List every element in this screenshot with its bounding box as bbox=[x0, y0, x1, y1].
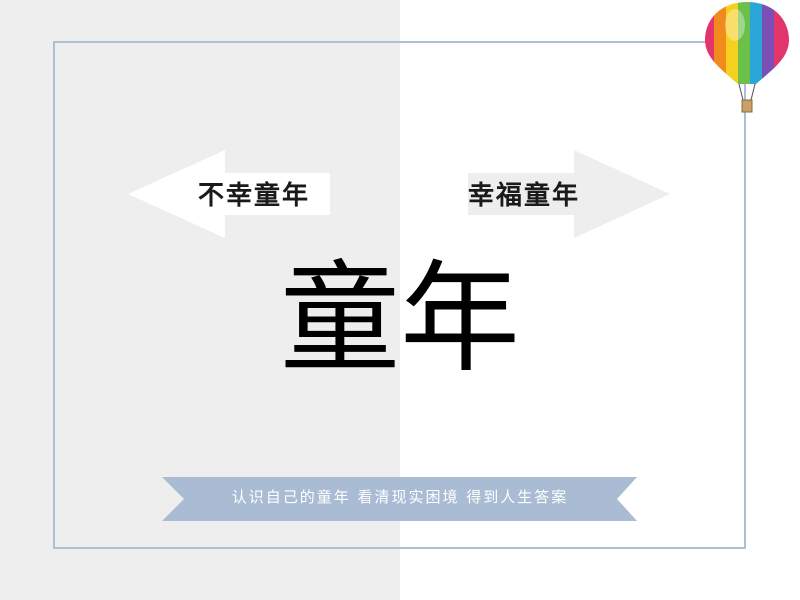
right-arrow-shape bbox=[468, 150, 670, 238]
main-title: 童年 bbox=[280, 250, 520, 389]
left-arrow-shape bbox=[128, 150, 330, 238]
ribbon-banner bbox=[162, 477, 637, 521]
right-arrow-label: 幸福童年 bbox=[468, 181, 581, 211]
ribbon-text: 认识自己的童年 看清现实困境 得到人生答案 bbox=[231, 488, 569, 506]
left-arrow-label: 不幸童年 bbox=[198, 181, 311, 211]
content-frame bbox=[53, 41, 746, 549]
ribbon-shape bbox=[162, 477, 637, 521]
hot-air-balloon-icon bbox=[705, 2, 789, 113]
